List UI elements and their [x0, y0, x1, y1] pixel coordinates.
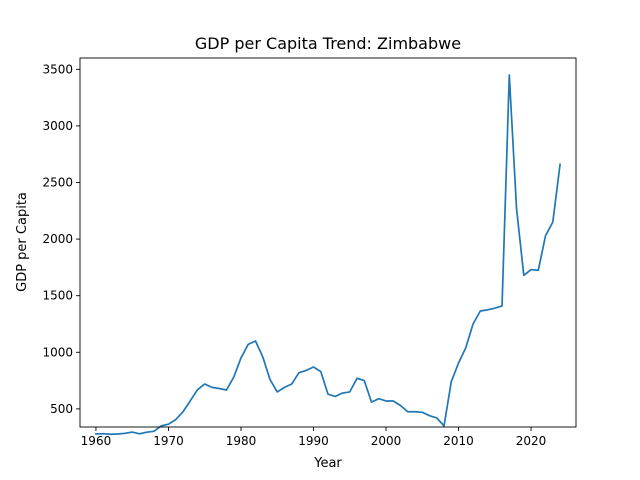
- x-tick-label-1960: 1960: [81, 434, 112, 448]
- y-tick-label-1000: 1000: [42, 345, 73, 359]
- x-tick-label-1990: 1990: [298, 434, 329, 448]
- x-tick-label-1980: 1980: [226, 434, 257, 448]
- series-line-0: [95, 74, 561, 436]
- y-axis-label: GDP per Capita: [15, 192, 30, 292]
- x-tick-label-2020: 2020: [516, 434, 547, 448]
- x-axis-label: Year: [313, 456, 342, 471]
- y-tick-label-1500: 1500: [42, 289, 73, 303]
- y-tick-label-2000: 2000: [42, 232, 73, 246]
- x-tick-label-1970: 1970: [153, 434, 184, 448]
- chart-title: GDP per Capita Trend: Zimbabwe: [195, 34, 461, 53]
- y-tick-label-2500: 2500: [42, 176, 73, 190]
- x-tick-label-2000: 2000: [371, 434, 402, 448]
- plot-frame: [79, 57, 577, 428]
- y-tick-label-3000: 3000: [42, 119, 73, 133]
- y-tick-label-500: 500: [50, 402, 73, 416]
- x-tick-label-2010: 2010: [443, 434, 474, 448]
- y-tick-label-3500: 3500: [42, 62, 73, 76]
- plot-area: 1960 1970 1980 1990 2000 2010 2020 500 1000 1500 2…: [42, 57, 577, 448]
